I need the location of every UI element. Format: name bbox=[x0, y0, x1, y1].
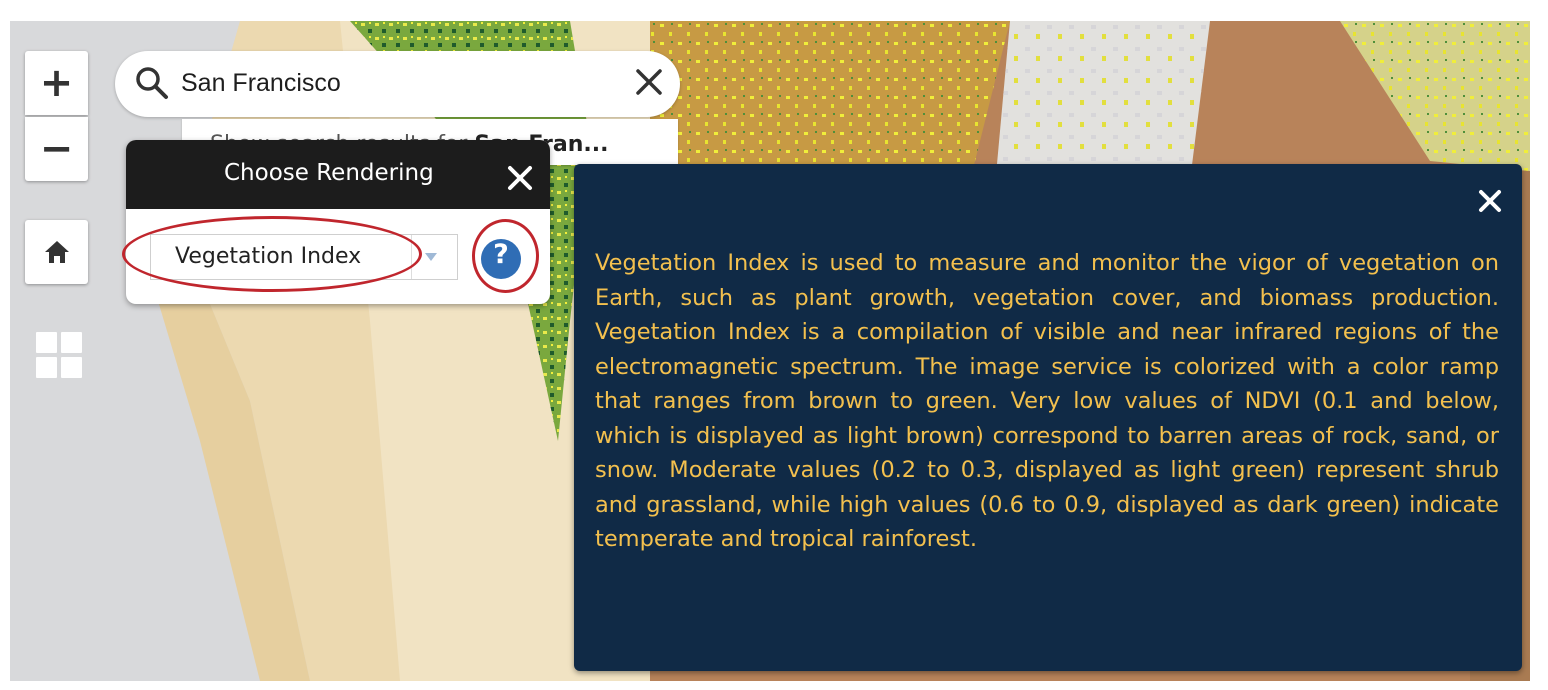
info-description: Vegetation Index is used to measure and … bbox=[595, 250, 1499, 552]
chevron-down-icon bbox=[425, 253, 437, 261]
zoom-out-button[interactable]: − bbox=[25, 117, 88, 181]
grid-icon-cell bbox=[61, 357, 82, 378]
help-button[interactable]: ? bbox=[481, 239, 521, 279]
panel-title: Choose Rendering bbox=[224, 160, 434, 186]
clear-search-icon[interactable] bbox=[632, 65, 666, 99]
search-icon[interactable] bbox=[135, 66, 169, 100]
grid-icon-cell bbox=[36, 357, 57, 378]
grid-icon-cell bbox=[36, 332, 57, 353]
grid-icon-cell bbox=[61, 332, 82, 353]
rendering-select-value: Vegetation Index bbox=[175, 244, 362, 269]
search-bar bbox=[115, 51, 680, 117]
close-icon[interactable] bbox=[506, 164, 534, 192]
rendering-select[interactable]: Vegetation Index bbox=[150, 234, 458, 280]
home-button[interactable] bbox=[25, 220, 88, 284]
basemap-gallery-button[interactable] bbox=[36, 332, 82, 378]
close-icon[interactable] bbox=[1477, 188, 1503, 214]
plus-icon: + bbox=[39, 60, 74, 106]
minus-icon: − bbox=[39, 126, 74, 172]
select-divider bbox=[411, 235, 412, 279]
choose-rendering-panel: Choose Rendering Vegetation Index ? bbox=[126, 140, 550, 304]
panel-header: Choose Rendering bbox=[126, 140, 550, 209]
zoom-in-button[interactable]: + bbox=[25, 51, 88, 115]
info-popup: Vegetation Index is used to measure and … bbox=[574, 164, 1522, 671]
home-icon bbox=[44, 241, 69, 263]
search-input[interactable] bbox=[181, 62, 601, 104]
